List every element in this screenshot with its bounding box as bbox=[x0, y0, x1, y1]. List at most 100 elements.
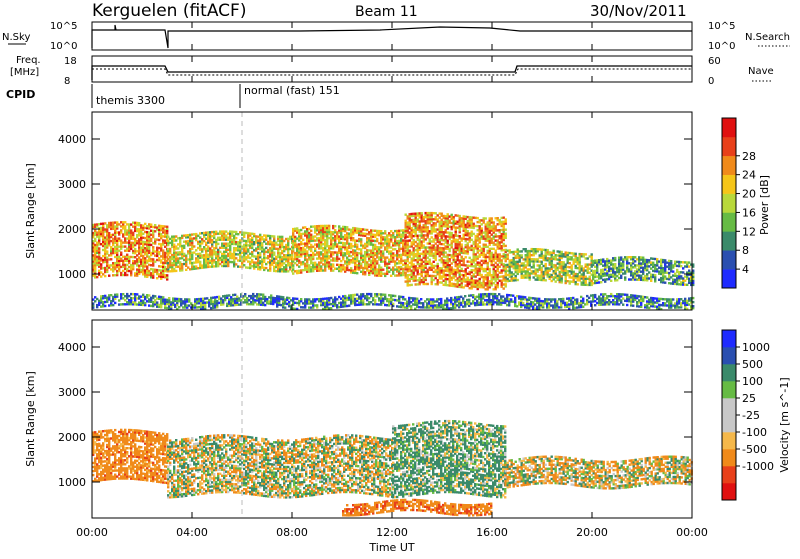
power-echo-cell bbox=[478, 233, 481, 236]
power-echo-cell bbox=[470, 248, 473, 252]
power-echo-cell bbox=[408, 213, 411, 216]
power-echo-cell bbox=[346, 268, 349, 272]
power-echo-cell bbox=[114, 267, 117, 271]
power-echo-cell bbox=[636, 274, 639, 277]
power-echo-cell bbox=[444, 281, 447, 285]
power-echo-cell bbox=[642, 262, 645, 265]
power-echo-cell bbox=[298, 245, 301, 248]
power-echo-cell bbox=[416, 228, 419, 231]
power-echo-cell bbox=[183, 252, 186, 256]
power-echo-cell bbox=[138, 268, 141, 271]
power-echo-cell bbox=[444, 235, 447, 238]
power-echo-cell bbox=[171, 253, 174, 257]
power-echo-cell bbox=[396, 256, 399, 259]
power-echo-cell bbox=[406, 249, 409, 253]
power-echo-cell bbox=[304, 234, 307, 237]
power-echo-cell bbox=[542, 258, 545, 262]
power-echo-cell bbox=[126, 223, 129, 226]
power-echo-cell bbox=[380, 260, 383, 263]
power-echo-cell bbox=[138, 303, 141, 306]
power-echo-cell bbox=[281, 251, 284, 255]
power-echo-cell bbox=[536, 274, 539, 277]
power-echo-cell bbox=[410, 214, 413, 218]
power-echo-cell bbox=[492, 229, 495, 232]
power-echo-cell bbox=[400, 255, 403, 259]
power-echo-cell bbox=[434, 274, 437, 278]
power-echo-cell bbox=[296, 271, 299, 275]
power-echo-cell bbox=[330, 241, 333, 244]
power-echo-cell bbox=[247, 266, 250, 269]
power-echo-cell bbox=[136, 221, 139, 225]
power-echo-cell bbox=[247, 240, 250, 243]
power-echo-cell bbox=[108, 258, 111, 261]
power-echo-cell bbox=[390, 256, 393, 259]
power-echo-cell bbox=[454, 242, 457, 245]
power-echo-cell bbox=[560, 265, 563, 268]
power-echo-cell bbox=[408, 273, 411, 277]
power-echo-cell bbox=[263, 252, 266, 255]
power-echo-cell bbox=[472, 216, 475, 219]
power-echo-cell bbox=[263, 268, 266, 272]
power-echo-cell bbox=[472, 275, 475, 278]
nsearch-label: N.Search bbox=[745, 32, 790, 43]
power-echo-cell bbox=[225, 258, 228, 262]
power-echo-cell bbox=[306, 228, 309, 231]
power-echo-cell bbox=[330, 265, 333, 268]
power-echo-cell bbox=[464, 223, 467, 227]
power-echo-cell bbox=[476, 263, 479, 266]
power-echo-cell bbox=[400, 247, 403, 250]
power-echo-cell bbox=[390, 274, 393, 277]
power-echo-cell bbox=[430, 220, 433, 223]
power-echo-cell bbox=[294, 243, 297, 247]
power-echo-cell bbox=[227, 264, 230, 268]
power-echo-cell bbox=[237, 265, 240, 268]
power-echo-cell bbox=[279, 243, 282, 247]
power-echo-cell bbox=[350, 242, 353, 246]
power-echo-cell bbox=[670, 262, 673, 265]
power-echo-cell bbox=[374, 229, 377, 232]
power-echo-cell bbox=[312, 239, 315, 242]
power-echo-cell bbox=[206, 297, 209, 300]
power-echo-cell bbox=[98, 229, 101, 232]
power-echo-cell bbox=[588, 255, 591, 258]
power-echo-cell bbox=[536, 268, 539, 271]
power-echo-cell bbox=[628, 262, 631, 265]
power-echo-cell bbox=[384, 256, 387, 259]
power-echo-cell bbox=[464, 246, 467, 249]
power-echo-cell bbox=[474, 257, 477, 260]
power-echo-cell bbox=[106, 226, 109, 229]
power-echo-cell bbox=[450, 236, 453, 239]
power-echo-cell bbox=[344, 248, 347, 251]
power-echo-cell bbox=[446, 235, 449, 238]
power-echo-cell bbox=[422, 216, 425, 219]
power-echo-cell bbox=[253, 249, 256, 252]
power-echo-cell bbox=[410, 220, 413, 224]
power-echo-cell bbox=[466, 280, 469, 284]
power-echo-cell bbox=[494, 279, 497, 283]
power-echo-cell bbox=[548, 269, 551, 272]
power-echo-cell bbox=[184, 300, 187, 303]
power-echo-cell bbox=[300, 249, 303, 252]
power-echo-cell bbox=[596, 271, 599, 274]
power-echo-cell bbox=[261, 266, 264, 269]
power-echo-cell bbox=[116, 247, 119, 250]
power-echo-cell bbox=[510, 259, 513, 262]
power-echo-cell bbox=[406, 245, 409, 249]
power-echo-cell bbox=[322, 234, 325, 238]
power-echo-cell bbox=[370, 235, 373, 238]
power-echo-cell bbox=[366, 228, 369, 232]
power-echo-cell bbox=[396, 243, 399, 247]
power-echo-cell bbox=[654, 280, 657, 283]
nsearch-tick-top: 10^5 bbox=[708, 21, 735, 32]
power-echo-cell bbox=[468, 248, 471, 251]
power-echo-cell bbox=[180, 298, 183, 301]
power-echo-cell bbox=[438, 224, 441, 227]
power-echo-cell bbox=[271, 261, 274, 264]
power-echo-cell bbox=[454, 272, 457, 276]
power-echo-cell bbox=[326, 251, 329, 254]
power-echo-cell bbox=[508, 273, 511, 276]
power-echo-cell bbox=[162, 300, 165, 303]
power-echo-cell bbox=[458, 214, 461, 218]
power-echo-cell bbox=[134, 227, 137, 231]
power-echo-cell bbox=[106, 236, 109, 239]
